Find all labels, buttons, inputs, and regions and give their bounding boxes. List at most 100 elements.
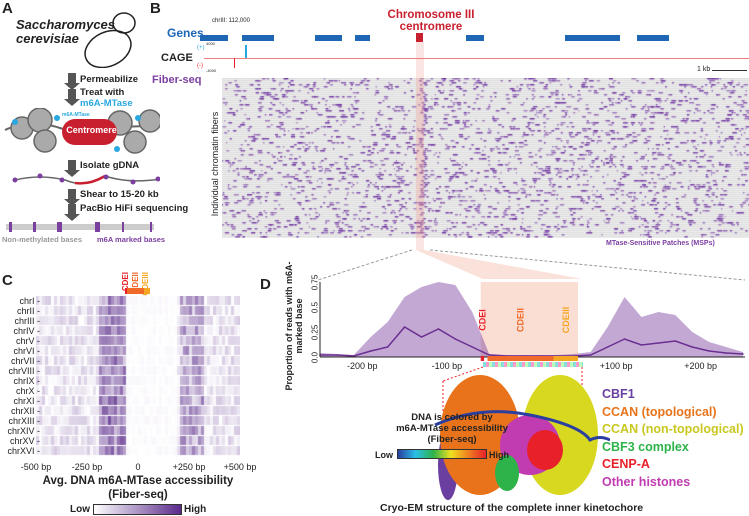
x-tick-label: -250 bp xyxy=(71,462,103,472)
gene xyxy=(242,35,274,41)
down-arrow-icon xyxy=(64,89,80,106)
mtase-enzyme-label: m6A-MTase xyxy=(62,112,90,118)
chromosome-label: chrIII - xyxy=(14,316,40,326)
read-bar xyxy=(6,222,154,232)
genomic-coordinate: chrIII: 112,000 xyxy=(212,18,250,24)
step-mtase: m6A-MTase xyxy=(80,98,133,109)
panel-label-b: B xyxy=(150,0,161,17)
rainbow-colorbar xyxy=(397,449,487,459)
chromosome-label: chrVIII - xyxy=(8,366,40,376)
cde-label: CDEI xyxy=(477,309,487,331)
scale-bar xyxy=(712,70,747,71)
legend-other-histones: Other histones xyxy=(602,475,691,489)
chromosome-label: chrXIV - xyxy=(7,426,40,436)
dna-label-line3: (Fiber-seq) xyxy=(427,434,477,445)
x-tick-label: +200 bp xyxy=(684,361,718,371)
gene xyxy=(637,35,669,41)
m6a-marked-label: m6A marked bases xyxy=(97,235,166,244)
chromosome-label: chrXV - xyxy=(9,436,40,446)
organism-line1: Saccharomyces xyxy=(16,17,116,32)
colorbar-low-label: Low xyxy=(70,504,90,515)
cde-label: CDEIII xyxy=(561,307,571,334)
cage-max-label: 4000 xyxy=(206,41,215,46)
x-tick-label: -100 bp xyxy=(431,361,463,371)
chromosome-label: chrXI - xyxy=(13,396,40,406)
dna-label-line2: m6A-MTase accessibility xyxy=(396,423,508,434)
heatmap-title-line2: (Fiber-seq) xyxy=(108,489,168,501)
legend-cbf1: CBF1 xyxy=(602,387,635,401)
step-isolate: Isolate gDNA xyxy=(80,160,140,171)
msp-label: MTase-Sensitive Patches (MSPs) xyxy=(606,240,715,247)
centromere-accessibility-heatmap xyxy=(36,296,240,456)
structure-caption: Cryo-EM structure of the complete inner … xyxy=(380,502,644,514)
scale-bar-label: 1 kb xyxy=(697,66,711,73)
down-arrow-icon xyxy=(64,160,80,177)
chromosome-label: chrI - xyxy=(19,296,40,306)
cde-bar xyxy=(553,356,579,361)
peak-area xyxy=(320,282,743,357)
genes-track xyxy=(200,30,749,42)
step-sequencing: PacBio HiFi sequencing xyxy=(80,203,189,214)
cde-bar xyxy=(480,356,485,361)
chromosome-label: chrVI - xyxy=(13,346,40,356)
dna-color-label: DNA is colored by m6A-MTase accessibilit… xyxy=(392,412,512,445)
cage-plus-label: (+) xyxy=(197,45,205,51)
organism-name: Saccharomyces cerevisiae xyxy=(16,18,115,46)
chromosome-label: chrXVI - xyxy=(7,446,40,456)
panel-label-d: D xyxy=(260,276,271,293)
fiberseq-heatmap xyxy=(222,78,749,238)
legend-cbf3: CBF3 complex xyxy=(602,440,689,454)
chromosome-label: chrIX - xyxy=(13,376,40,386)
down-arrow-icon xyxy=(64,73,80,90)
y-tick-label: 0.75 xyxy=(310,274,320,290)
gene xyxy=(355,35,370,41)
gene xyxy=(200,35,228,41)
heatmap-title-line1: Avg. DNA m6A-MTase accessibility xyxy=(42,475,234,487)
down-arrow-icon xyxy=(64,189,80,206)
cage-min-label: -4000 xyxy=(206,68,217,73)
chromosome-label: chrII - xyxy=(16,306,40,316)
purple-colorbar xyxy=(93,504,182,515)
colorbar-high-label: High xyxy=(184,504,207,515)
legend-cenp-a: CENP-A xyxy=(602,457,650,471)
fiberseq-track-label: Fiber-seq xyxy=(152,74,202,86)
step-permeabilize: Permeabilize xyxy=(80,74,139,85)
cage-minus-label: (-) xyxy=(197,63,203,69)
chromosome-label: chrXII - xyxy=(10,406,40,416)
down-arrow-icon xyxy=(64,204,80,221)
chromosome-label: chrVII - xyxy=(10,356,40,366)
panel-label-c: C xyxy=(2,272,13,289)
cde-bar xyxy=(487,356,554,361)
x-tick-label: -200 bp xyxy=(347,361,378,371)
x-axis: -500 bp -250 bp 0 +250 bp +500 bp xyxy=(21,458,257,474)
non-methylated-label: Non-methylated bases xyxy=(2,235,83,244)
cage-track-label: CAGE xyxy=(161,52,193,64)
rainbow-low-label: Low xyxy=(375,450,393,460)
y-tick-label: 0.5 xyxy=(310,301,320,313)
x-tick-label: +250 bp xyxy=(172,462,206,472)
centromere-title: Chromosome III centromere xyxy=(376,9,486,33)
centromere-label: Centromere xyxy=(66,125,117,135)
centromere-title-line2: centromere xyxy=(399,21,463,33)
gdna-strand xyxy=(12,173,160,185)
y-tick-label: 0.0 xyxy=(310,351,320,363)
dna-label-line1: DNA is colored by xyxy=(411,412,493,423)
dna-sequence-strip xyxy=(483,362,583,367)
panel-label-a: A xyxy=(2,0,13,17)
nucleosome-diagram xyxy=(4,108,160,154)
organism-line2: cerevisiae xyxy=(16,31,79,46)
accessibility-chart: CDEI CDEII CDEIII xyxy=(319,282,745,361)
heatmap-title: Avg. DNA m6A-MTase accessibility (Fiber-… xyxy=(0,474,276,502)
rainbow-high-label: High xyxy=(489,450,509,460)
gene xyxy=(565,35,620,41)
cage-track xyxy=(204,58,749,59)
legend-ccan-nontopological: CCAN (non-topological) xyxy=(602,422,744,436)
chromosome-label: chrIV - xyxy=(13,326,40,336)
x-tick-label: 0 xyxy=(135,462,141,472)
centromere-marker xyxy=(416,33,423,42)
genes-track-label: Genes xyxy=(167,26,204,40)
yeast-cell-icon xyxy=(84,12,136,68)
cde-bar xyxy=(125,288,150,294)
chromosome-label: chrV - xyxy=(15,336,40,346)
